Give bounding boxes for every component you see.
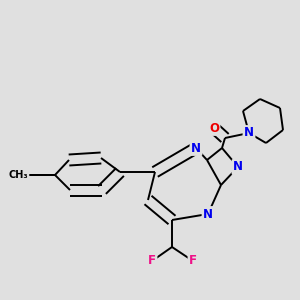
Text: N: N — [203, 208, 213, 220]
Text: CH₃: CH₃ — [8, 170, 28, 180]
Text: N: N — [233, 160, 243, 173]
Text: F: F — [148, 254, 156, 268]
Text: N: N — [191, 142, 201, 154]
Text: F: F — [189, 254, 197, 268]
Text: N: N — [244, 127, 254, 140]
Text: O: O — [209, 122, 219, 134]
